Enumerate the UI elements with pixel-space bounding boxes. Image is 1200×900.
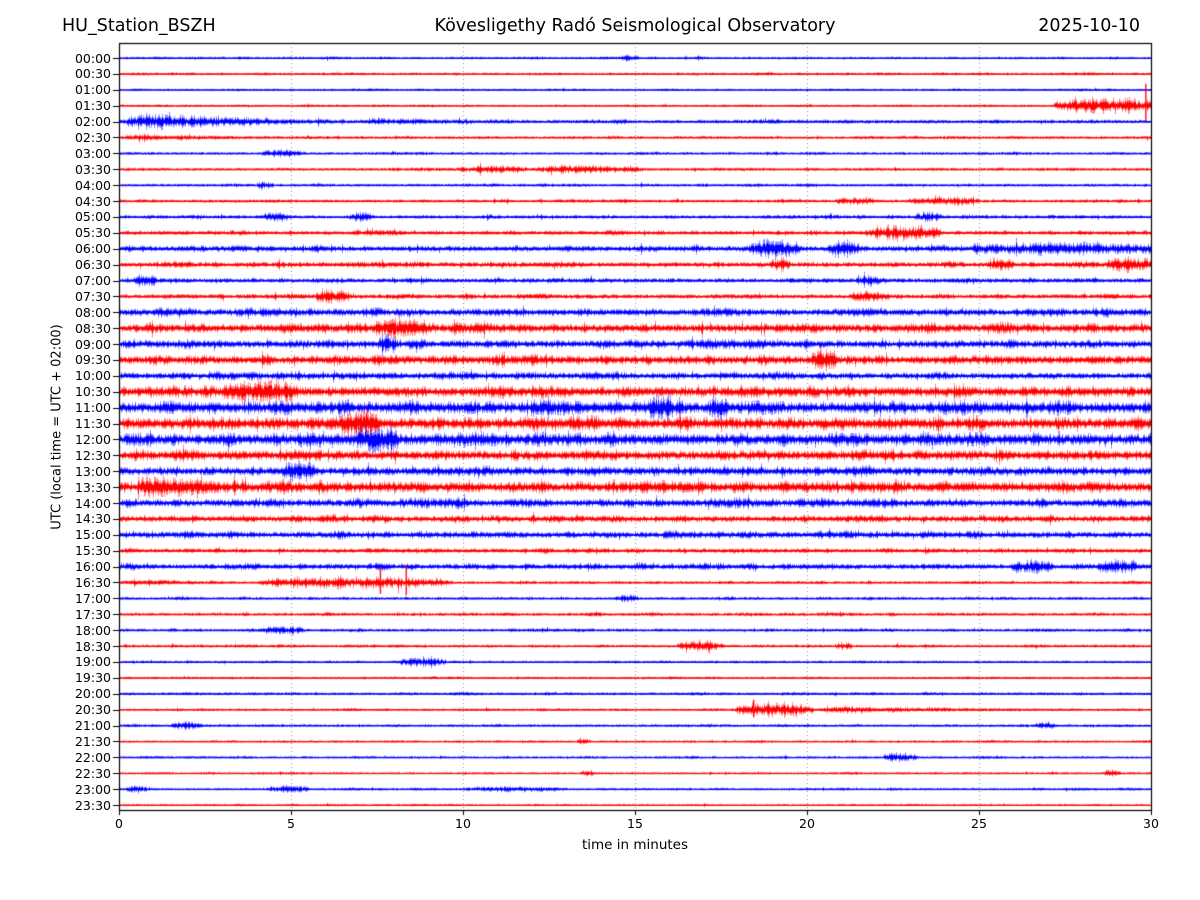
y-tick-label: 07:00 [74,273,111,288]
y-tick-label: 23:00 [74,781,111,797]
y-tick-label: 03:30 [74,161,111,177]
y-tick-label: 13:00 [74,463,111,479]
y-tick-label: 09:00 [74,336,111,352]
y-tick-label: 21:00 [74,718,111,734]
y-tick-label: 19:30 [74,670,111,686]
y-tick-label: 22:30 [74,765,111,781]
y-tick-label: 22:00 [74,749,111,765]
y-tick-label: 15:30 [74,543,111,559]
y-tick-label: 17:30 [74,606,111,622]
y-tick-label: 13:30 [74,479,111,495]
y-tick-label: 02:30 [74,129,111,145]
y-tick-label: 02:00 [74,114,111,130]
y-tick-label: 10:30 [74,384,111,400]
y-tick-label: 14:30 [74,511,111,527]
observatory-title: Kövesligethy Radó Seismological Observat… [434,16,836,36]
y-tick-label: 16:30 [74,574,111,590]
y-tick-label: 06:30 [74,257,111,273]
y-tick-label: 21:30 [74,733,111,749]
x-axis-label: time in minutes [581,837,689,853]
date-title: 2025-10-10 [1038,16,1140,36]
y-tick-label: 18:30 [74,638,111,654]
y-tick-label: 04:00 [74,177,111,193]
y-tick-label: 20:00 [74,686,111,702]
y-tick-label: 03:00 [74,145,111,161]
y-tick-label: 11:00 [74,400,111,416]
x-tick-label: 25 [971,816,987,831]
x-tick-label: 5 [287,816,295,831]
y-tick-label: 08:30 [74,320,111,336]
y-tick-label: 20:30 [74,702,111,718]
y-tick-label: 01:00 [74,82,111,98]
x-tick-label: 15 [627,816,643,831]
y-tick-label: 16:00 [74,559,111,575]
y-tick-label: 23:30 [74,797,111,813]
y-tick-label: 00:30 [74,66,111,82]
y-tick-label: 00:00 [74,50,111,66]
y-tick-label: 09:30 [74,352,111,368]
y-tick-label: 11:30 [74,416,111,432]
y-tick-label: 15:00 [74,527,111,543]
y-tick-label: 04:30 [74,193,111,209]
x-tick-label: 20 [799,816,815,831]
y-tick-label: 10:00 [74,368,111,384]
y-tick-label: 05:30 [74,225,111,241]
x-tick-label: 30 [1143,816,1159,831]
x-tick-label: 0 [115,816,123,831]
x-tick-label: 10 [455,816,471,831]
y-tick-label: 08:00 [74,304,111,320]
y-tick-label: 01:30 [74,98,111,114]
y-tick-label: 19:00 [74,654,111,670]
y-tick-label: 17:00 [74,590,111,606]
y-tick-label: 14:00 [74,495,111,511]
y-tick-label: 18:00 [74,622,111,638]
y-tick-label: 07:30 [74,288,111,304]
station-title: HU_Station_BSZH [62,16,216,36]
y-tick-label: 12:00 [74,431,111,447]
y-tick-label: 05:00 [74,209,111,225]
y-tick-label: 06:00 [74,241,111,257]
y-tick-label: 12:30 [74,447,111,463]
